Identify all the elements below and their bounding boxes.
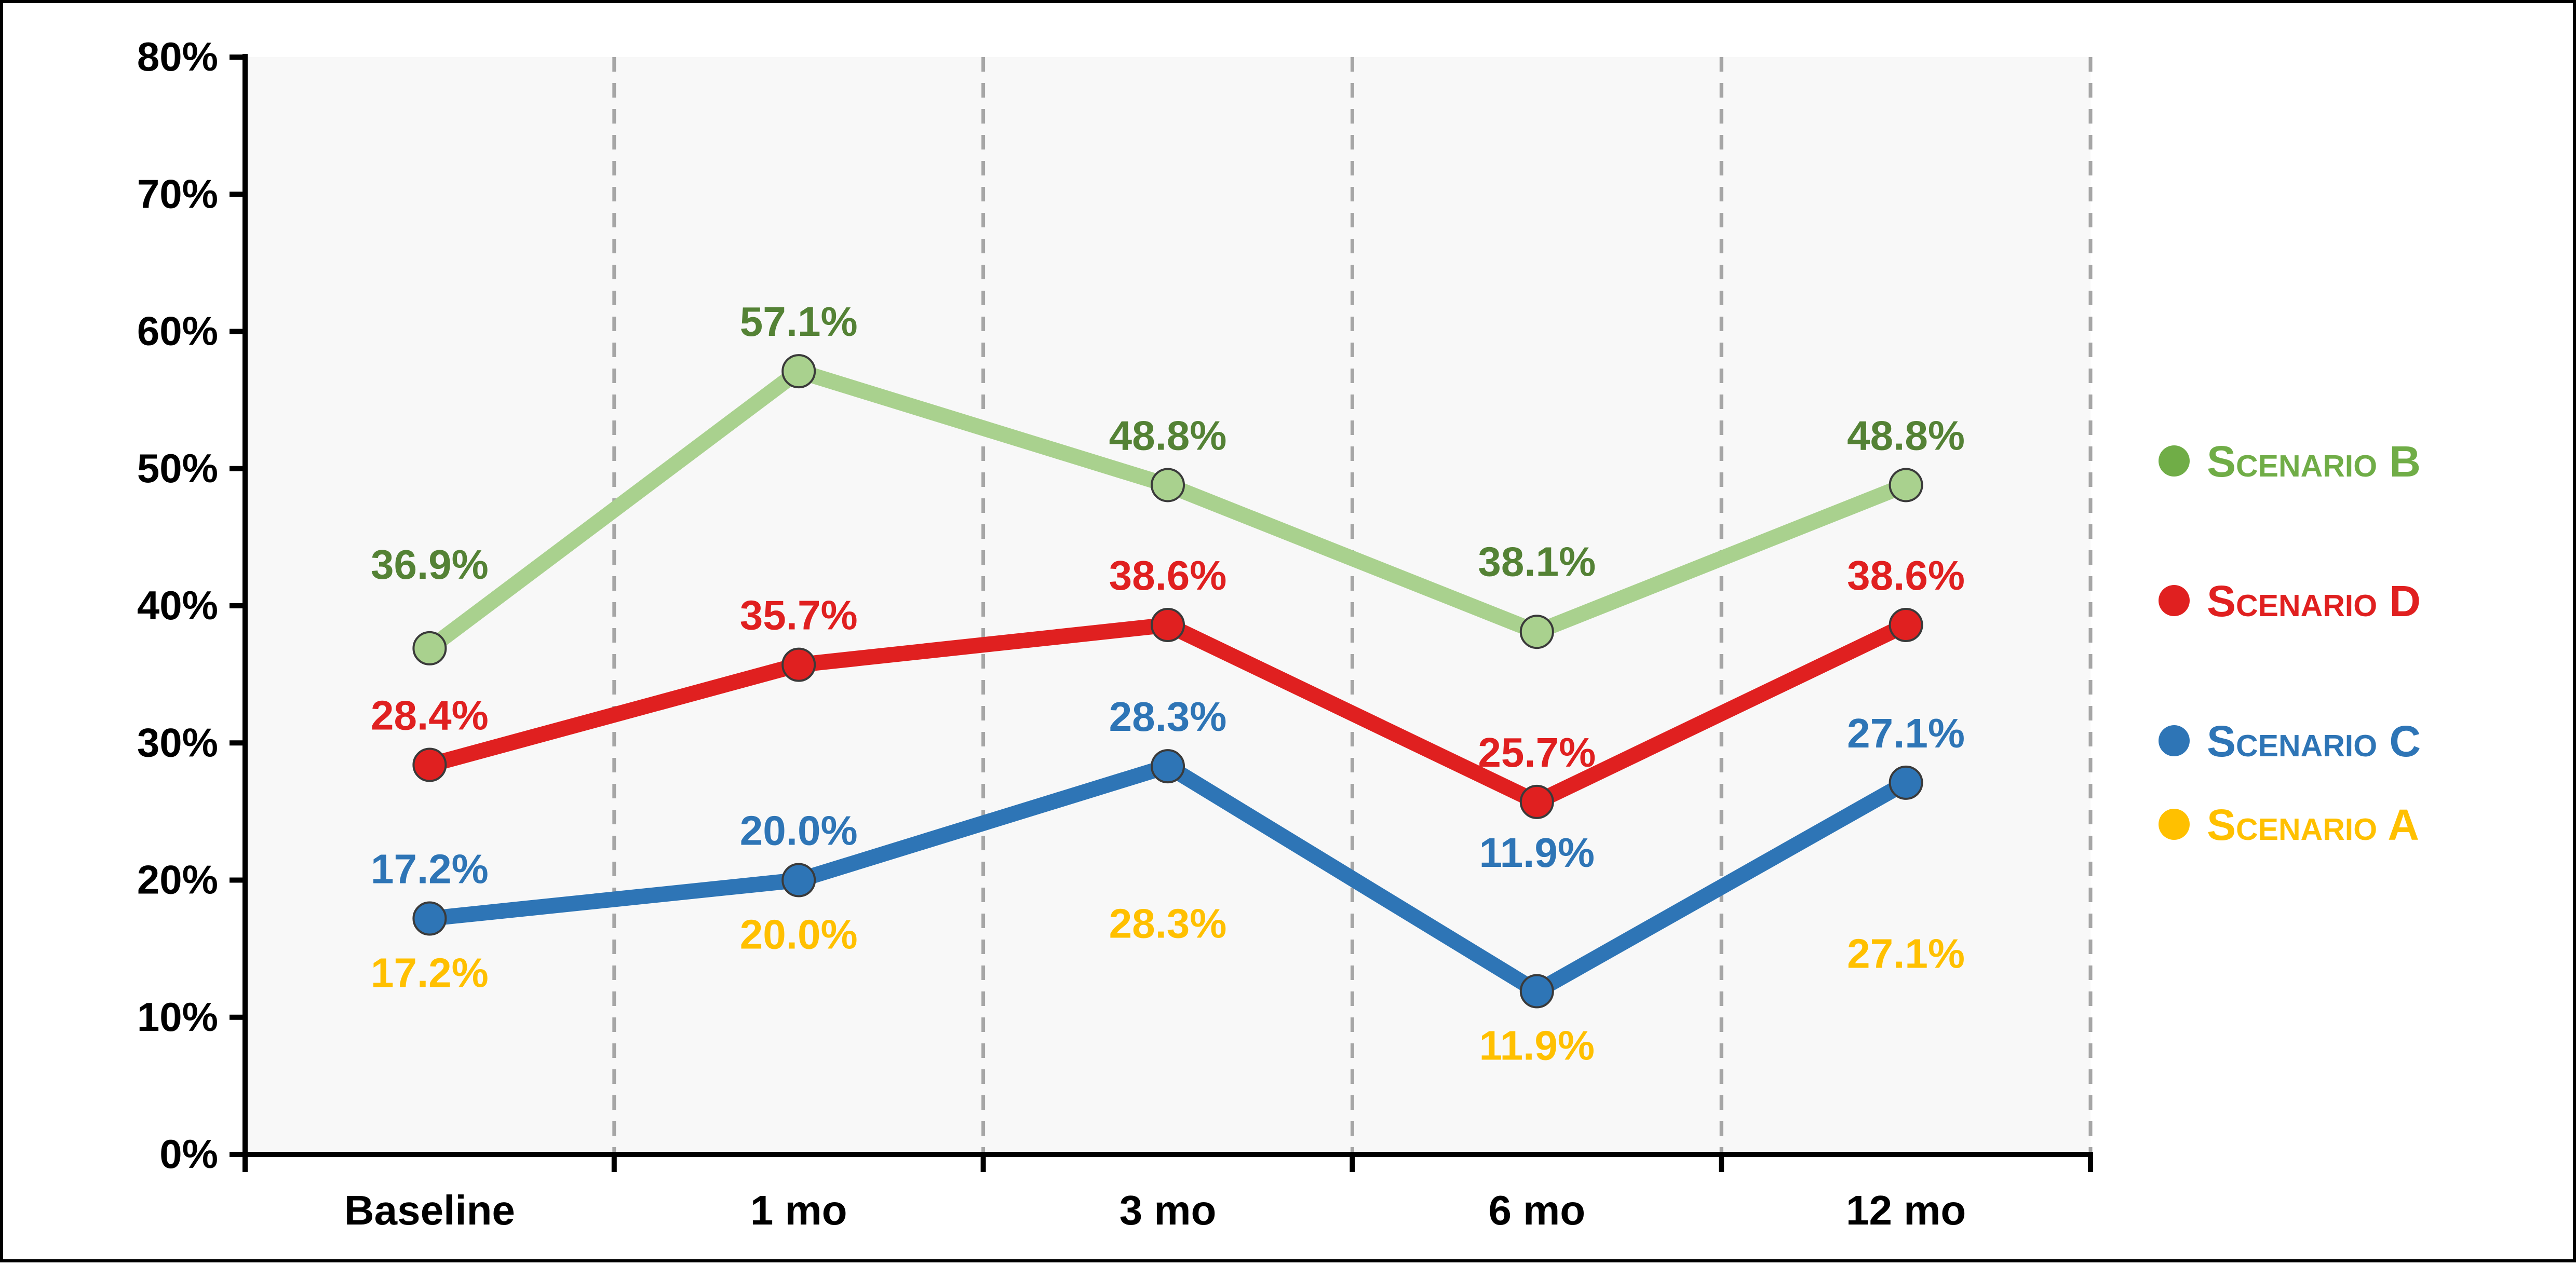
data-point-scenario-c (781, 863, 816, 897)
data-label-scenario-c: 17.2% (371, 846, 489, 892)
data-label-scenario-b: 36.9% (371, 541, 489, 588)
data-label-scenario-b: 48.8% (1847, 412, 1965, 458)
legend-label-a: Scenario A (2207, 800, 2419, 849)
y-tick-label: 0% (159, 1131, 218, 1177)
data-label-scenario-a: 17.2% (371, 949, 489, 996)
data-label-scenario-c: 27.1% (1847, 710, 1965, 756)
data-point-scenario-c (1151, 749, 1185, 784)
x-tick-label: 12 mo (1846, 1187, 1966, 1233)
data-point-scenario-d (412, 747, 447, 782)
data-point-scenario-d (1889, 607, 1923, 642)
plot-area (245, 57, 2091, 1154)
data-point-scenario-d (1519, 784, 1554, 819)
legend-marker-a (2159, 809, 2190, 840)
data-label-scenario-c: 28.3% (1109, 693, 1227, 740)
data-label-scenario-d: 28.4% (371, 692, 489, 739)
data-point-scenario-c (412, 901, 447, 936)
y-tick-label: 30% (137, 719, 218, 765)
y-tick-label: 10% (137, 994, 218, 1040)
legend-label-b: Scenario B (2207, 437, 2421, 486)
x-tick-label: 6 mo (1488, 1187, 1585, 1233)
y-tick-label: 70% (137, 171, 218, 216)
data-label-scenario-d: 38.6% (1109, 552, 1227, 599)
data-point-scenario-d (781, 647, 816, 682)
data-point-scenario-c (1889, 765, 1923, 800)
data-label-scenario-d: 25.7% (1478, 729, 1596, 776)
legend-marker-d (2159, 585, 2190, 616)
data-label-scenario-d: 38.6% (1847, 552, 1965, 599)
data-label-scenario-d: 35.7% (740, 592, 858, 638)
data-point-scenario-b (412, 631, 447, 665)
legend-marker-c (2159, 725, 2190, 756)
data-point-scenario-b (1519, 615, 1554, 649)
y-tick-label: 60% (137, 308, 218, 354)
data-label-scenario-b: 48.8% (1109, 412, 1227, 458)
data-label-scenario-a: 20.0% (740, 912, 858, 958)
data-label-scenario-a: 28.3% (1109, 900, 1227, 946)
data-point-scenario-b (1889, 468, 1923, 502)
data-point-scenario-c (1519, 974, 1554, 1009)
y-tick-label: 40% (137, 582, 218, 628)
x-tick-label: 3 mo (1120, 1187, 1217, 1233)
data-point-scenario-b (781, 354, 816, 389)
legend-label-d: Scenario D (2207, 577, 2421, 625)
x-tick-label: Baseline (344, 1187, 515, 1233)
data-label-scenario-c: 20.0% (740, 808, 858, 854)
data-point-scenario-b (1151, 468, 1185, 502)
legend-marker-b (2159, 445, 2190, 477)
y-tick-label: 50% (137, 445, 218, 491)
data-label-scenario-c: 11.9% (1479, 829, 1595, 876)
y-tick-label: 80% (137, 34, 218, 79)
legend-label-c: Scenario C (2207, 717, 2421, 766)
data-point-scenario-d (1151, 607, 1185, 642)
data-label-scenario-a: 11.9% (1479, 1023, 1595, 1069)
y-tick-label: 20% (137, 857, 218, 903)
data-label-scenario-a: 27.1% (1847, 930, 1965, 976)
data-label-scenario-b: 38.1% (1478, 539, 1596, 585)
x-tick-label: 1 mo (750, 1187, 847, 1233)
data-label-scenario-b: 57.1% (740, 298, 858, 345)
